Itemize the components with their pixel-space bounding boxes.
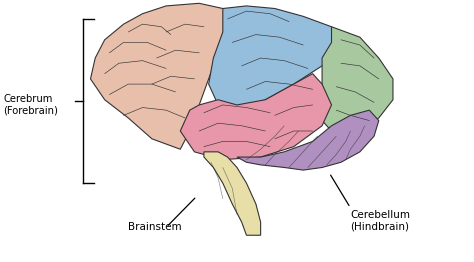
Polygon shape	[180, 74, 331, 160]
Polygon shape	[91, 3, 237, 149]
Text: Brainstem: Brainstem	[128, 222, 182, 232]
Polygon shape	[237, 110, 379, 170]
Text: Cerebellum
(Hindbrain): Cerebellum (Hindbrain)	[350, 210, 410, 232]
Polygon shape	[209, 6, 341, 110]
Polygon shape	[204, 152, 261, 235]
Text: Cerebrum
(Forebrain): Cerebrum (Forebrain)	[3, 94, 58, 116]
Polygon shape	[322, 27, 393, 131]
